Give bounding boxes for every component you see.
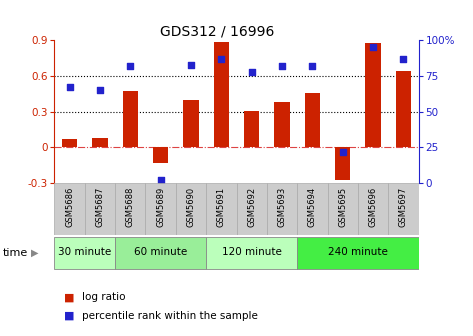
Text: 120 minute: 120 minute bbox=[222, 247, 281, 257]
Bar bbox=[206, 183, 236, 235]
Point bbox=[66, 85, 73, 90]
Point bbox=[308, 64, 316, 69]
Bar bbox=[145, 183, 176, 235]
Text: GSM5693: GSM5693 bbox=[278, 187, 287, 227]
Text: 30 minute: 30 minute bbox=[58, 247, 111, 257]
Text: GSM5695: GSM5695 bbox=[338, 187, 347, 227]
Text: GSM5691: GSM5691 bbox=[217, 187, 226, 227]
Bar bbox=[388, 183, 419, 235]
Bar bbox=[214, 42, 229, 148]
Text: GSM5697: GSM5697 bbox=[399, 187, 408, 227]
Point bbox=[218, 56, 225, 61]
Text: GDS312 / 16996: GDS312 / 16996 bbox=[160, 25, 275, 39]
Bar bbox=[115, 237, 206, 269]
Point bbox=[369, 45, 377, 50]
Text: ■: ■ bbox=[64, 311, 74, 321]
Bar bbox=[297, 183, 327, 235]
Point bbox=[248, 69, 255, 75]
Bar bbox=[85, 183, 115, 235]
Bar bbox=[92, 138, 107, 148]
Bar bbox=[305, 93, 320, 148]
Bar bbox=[184, 100, 199, 148]
Text: percentile rank within the sample: percentile rank within the sample bbox=[82, 311, 258, 321]
Bar bbox=[366, 43, 381, 148]
Bar bbox=[244, 111, 259, 148]
Bar bbox=[115, 183, 146, 235]
Bar bbox=[62, 139, 77, 148]
Bar bbox=[176, 183, 206, 235]
Text: GSM5687: GSM5687 bbox=[96, 187, 105, 227]
Text: log ratio: log ratio bbox=[82, 292, 125, 302]
Bar bbox=[206, 237, 297, 269]
Text: 60 minute: 60 minute bbox=[134, 247, 187, 257]
Text: GSM5686: GSM5686 bbox=[65, 187, 74, 227]
Text: ■: ■ bbox=[64, 292, 74, 302]
Bar bbox=[327, 183, 358, 235]
Bar bbox=[54, 237, 115, 269]
Point bbox=[187, 62, 195, 67]
Text: time: time bbox=[2, 248, 27, 258]
Bar bbox=[54, 183, 85, 235]
Bar bbox=[267, 183, 297, 235]
Point bbox=[400, 56, 407, 61]
Text: ▶: ▶ bbox=[31, 248, 38, 258]
Point bbox=[278, 64, 286, 69]
Text: GSM5694: GSM5694 bbox=[308, 187, 317, 227]
Bar bbox=[396, 71, 411, 148]
Bar bbox=[297, 237, 419, 269]
Point bbox=[157, 177, 165, 183]
Bar bbox=[358, 183, 388, 235]
Bar bbox=[153, 148, 168, 163]
Text: GSM5689: GSM5689 bbox=[156, 187, 165, 227]
Point bbox=[339, 149, 347, 155]
Bar bbox=[123, 91, 138, 148]
Point bbox=[96, 88, 104, 93]
Text: GSM5688: GSM5688 bbox=[126, 187, 135, 227]
Bar bbox=[236, 183, 267, 235]
Text: 240 minute: 240 minute bbox=[328, 247, 388, 257]
Point bbox=[126, 64, 134, 69]
Bar bbox=[274, 102, 289, 148]
Text: GSM5692: GSM5692 bbox=[247, 187, 256, 227]
Text: GSM5696: GSM5696 bbox=[368, 187, 377, 227]
Bar bbox=[335, 148, 350, 179]
Text: GSM5690: GSM5690 bbox=[186, 187, 195, 227]
